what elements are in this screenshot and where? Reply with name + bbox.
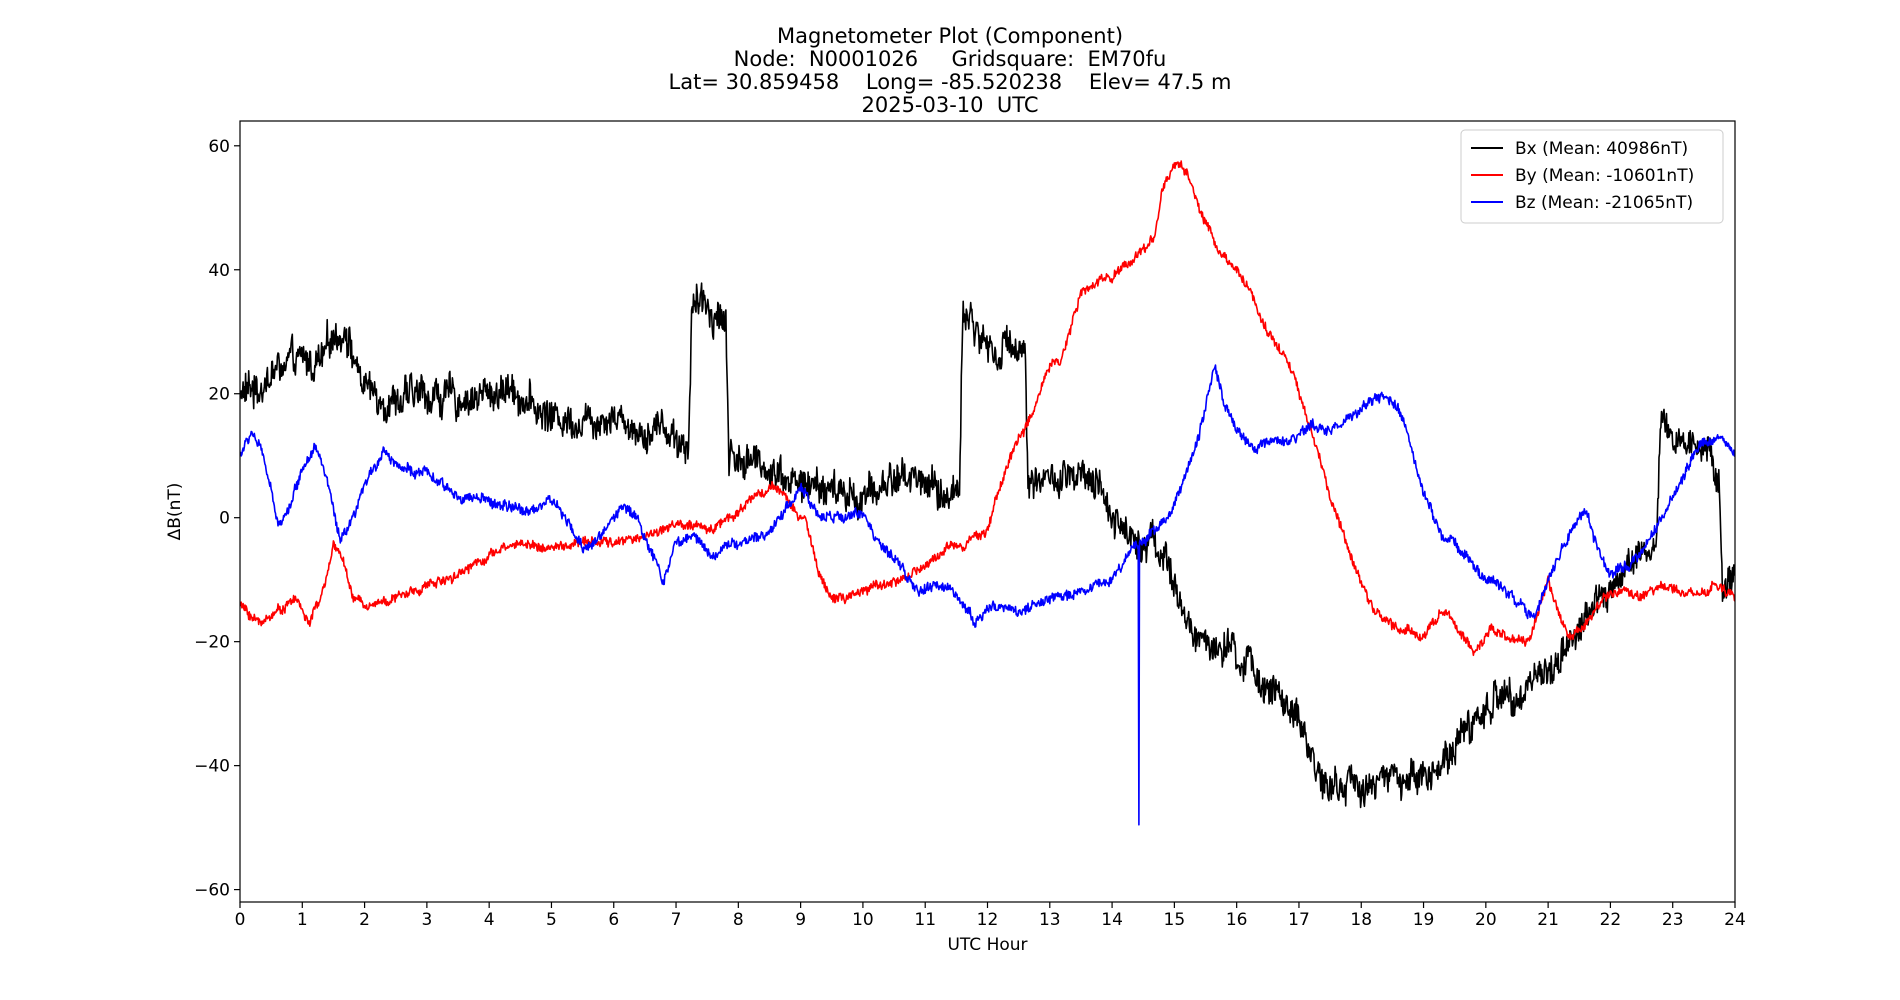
x-tick-label: 10 bbox=[852, 910, 874, 930]
legend-entry: By (Mean: -10601nT) bbox=[1515, 166, 1694, 186]
x-tick-label: 23 bbox=[1662, 910, 1684, 930]
series-line bbox=[240, 365, 1735, 825]
x-tick-label: 12 bbox=[977, 910, 999, 930]
x-tick-label: 9 bbox=[795, 910, 806, 930]
x-tick-label: 22 bbox=[1600, 910, 1622, 930]
x-axis-ticks: 0 1 2 3 4 5 6 7 8 9 10 11 12 13 14 15 16 17 18 19 20 21 22 23 24 bbox=[235, 902, 1746, 930]
x-tick-label: 13 bbox=[1039, 910, 1061, 930]
x-tick-label: 17 bbox=[1288, 910, 1310, 930]
y-tick-label: 60 bbox=[208, 137, 230, 157]
x-tick-label: 16 bbox=[1226, 910, 1248, 930]
x-tick-label: 15 bbox=[1164, 910, 1186, 930]
y-axis-ticks: −60 −40 −20 0 20 40 60 bbox=[194, 137, 240, 901]
legend: Bx (Mean: 40986nT) By (Mean: -10601nT) Bz … bbox=[1461, 130, 1723, 223]
x-tick-label: 6 bbox=[608, 910, 619, 930]
x-tick-label: 14 bbox=[1101, 910, 1123, 930]
x-tick-label: 8 bbox=[733, 910, 744, 930]
x-tick-label: 2 bbox=[359, 910, 370, 930]
y-tick-label: −40 bbox=[194, 757, 230, 777]
y-tick-label: −20 bbox=[194, 633, 230, 653]
x-tick-label: 19 bbox=[1413, 910, 1435, 930]
x-tick-label: 7 bbox=[671, 910, 682, 930]
y-tick-label: −60 bbox=[194, 881, 230, 901]
y-tick-label: 20 bbox=[208, 385, 230, 405]
x-tick-label: 5 bbox=[546, 910, 557, 930]
x-tick-label: 4 bbox=[484, 910, 495, 930]
x-tick-label: 1 bbox=[297, 910, 308, 930]
x-tick-label: 20 bbox=[1475, 910, 1497, 930]
legend-entry: Bx (Mean: 40986nT) bbox=[1515, 139, 1688, 159]
x-tick-label: 11 bbox=[914, 910, 936, 930]
legend-entry: Bz (Mean: -21065nT) bbox=[1515, 193, 1693, 213]
series-layer bbox=[240, 161, 1735, 825]
series-line bbox=[240, 283, 1735, 807]
x-tick-label: 18 bbox=[1350, 910, 1372, 930]
x-tick-label: 24 bbox=[1724, 910, 1746, 930]
x-tick-label: 3 bbox=[421, 910, 432, 930]
x-tick-label: 0 bbox=[235, 910, 246, 930]
y-tick-label: 40 bbox=[208, 261, 230, 281]
y-axis-label: ΔB(nT) bbox=[165, 483, 185, 541]
y-tick-label: 0 bbox=[219, 509, 230, 529]
plot-area-frame bbox=[240, 121, 1735, 902]
x-axis-label: UTC Hour bbox=[947, 935, 1027, 955]
x-tick-label: 21 bbox=[1537, 910, 1559, 930]
